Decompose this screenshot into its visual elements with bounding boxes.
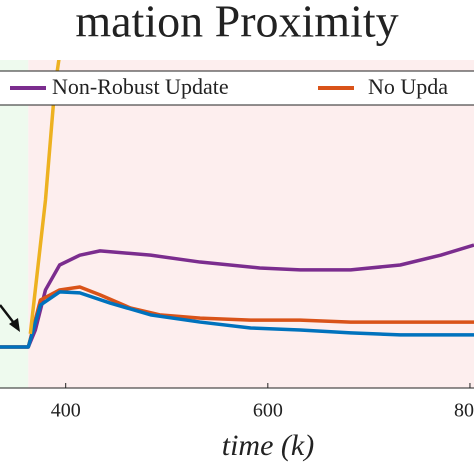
series-line — [0, 290, 474, 349]
region — [28, 60, 474, 388]
x-tick-label: 600 — [253, 400, 283, 422]
legend-label: Non-Robust Update — [52, 74, 229, 99]
series-line — [28, 60, 61, 335]
legend — [0, 70, 474, 106]
chart-title: mation Proximity — [75, 0, 398, 47]
plot-lines — [0, 60, 474, 349]
legend-label: No Upda — [368, 74, 448, 99]
x-tick-label: 80 — [454, 400, 474, 422]
region — [0, 60, 29, 388]
x-axis-label: time (k) — [222, 429, 314, 462]
arrow-head — [9, 318, 20, 332]
x-tick-label: 400 — [51, 400, 81, 422]
background-regions — [0, 60, 474, 388]
